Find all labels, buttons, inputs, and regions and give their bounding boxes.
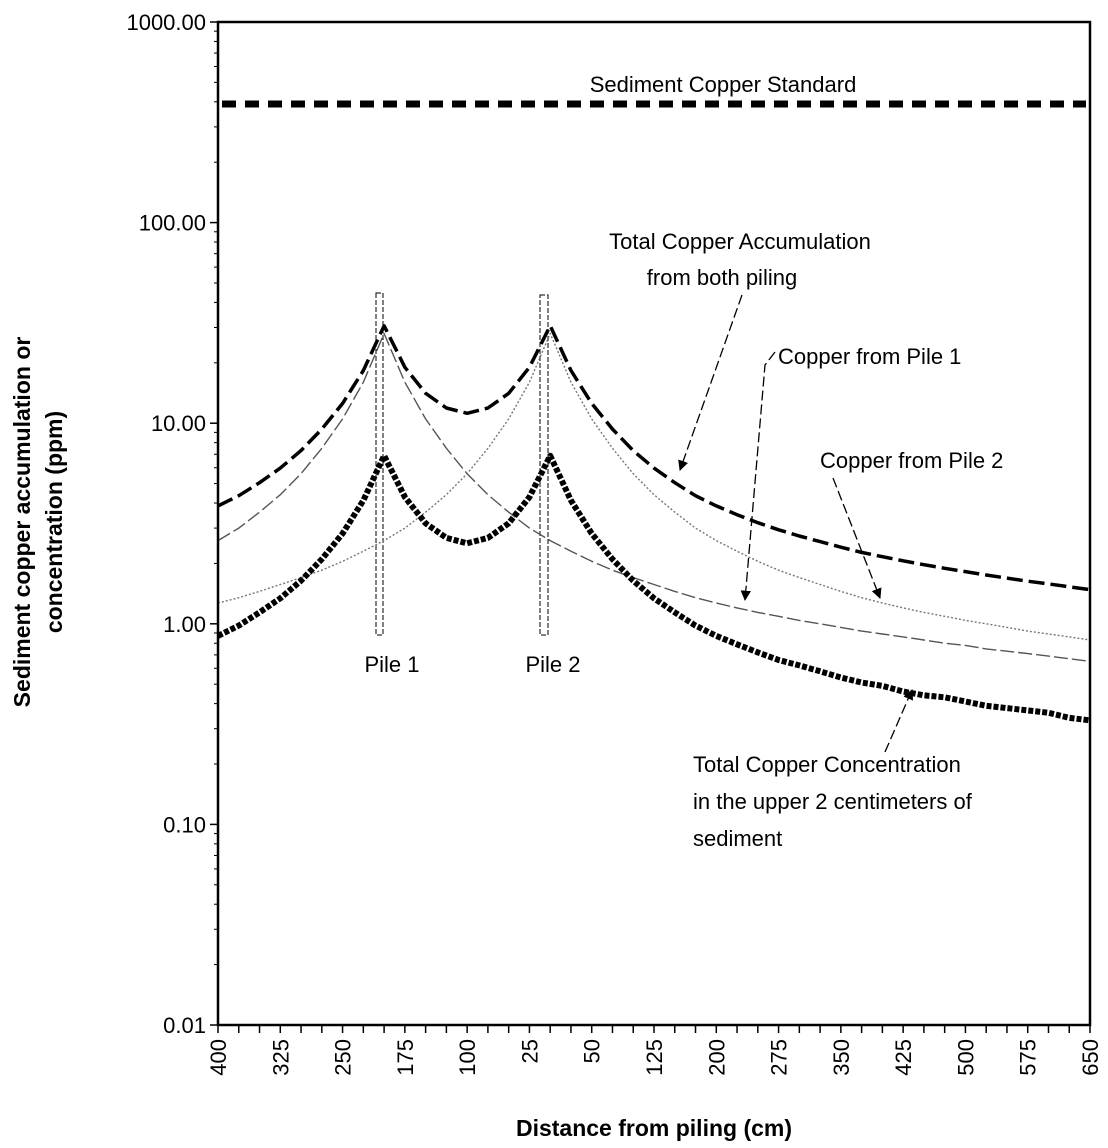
series-line: [217, 332, 1091, 641]
annotation: Copper from Pile 2: [820, 448, 1003, 473]
x-tick-label: 125: [642, 1039, 667, 1076]
x-tick-label: 275: [767, 1039, 792, 1076]
annotation: Total Copper Accumulation: [609, 229, 871, 254]
series-line: [217, 324, 1091, 592]
y-tick-label: 100.00: [139, 211, 206, 236]
x-tick-label: 325: [268, 1039, 293, 1076]
y-tick-label: 1000.00: [126, 10, 206, 35]
x-tick-label: 50: [580, 1039, 605, 1063]
y-axis-title: Sediment copper accumulation or: [9, 337, 35, 708]
x-tick-label: 400: [206, 1039, 231, 1076]
x-tick-label: 250: [331, 1039, 356, 1076]
x-tick-label: 100: [455, 1039, 480, 1076]
y-tick-label: 0.01: [163, 1013, 206, 1038]
y-tick-label: 0.10: [163, 812, 206, 837]
x-tick-label: 500: [953, 1039, 978, 1076]
arrow: [884, 689, 914, 753]
annotation: Pile 2: [525, 652, 580, 677]
annotation: Copper from Pile 1: [778, 344, 961, 369]
arrow: [678, 294, 743, 471]
x-tick-label: 175: [393, 1039, 418, 1076]
annotation: in the upper 2 centimeters of: [693, 789, 973, 814]
annotation: Sediment Copper Standard: [590, 72, 857, 97]
y-tick-label: 10.00: [151, 411, 206, 436]
x-tick-label: 200: [704, 1039, 729, 1076]
x-tick-label: 650: [1078, 1039, 1103, 1076]
y-tick-label: 1.00: [163, 612, 206, 637]
x-axis-title: Distance from piling (cm): [516, 1115, 792, 1141]
x-tick-label: 350: [829, 1039, 854, 1076]
pile-marker: [375, 292, 384, 636]
annotation: Total Copper Concentration: [693, 752, 961, 777]
x-tick-label: 25: [517, 1039, 542, 1063]
plot-frame: [216, 20, 1092, 1027]
annotation: Pile 1: [364, 652, 419, 677]
y-axis-title: concentration (ppm): [41, 411, 67, 633]
arrow: [832, 477, 882, 599]
pile-marker: [539, 294, 549, 636]
x-tick-label: 425: [891, 1039, 916, 1076]
annotation: from both piling: [647, 265, 797, 290]
series-line: [217, 332, 1091, 662]
x-tick-label: 575: [1016, 1039, 1041, 1076]
annotation: sediment: [693, 826, 782, 851]
series-line: [216, 452, 1091, 724]
